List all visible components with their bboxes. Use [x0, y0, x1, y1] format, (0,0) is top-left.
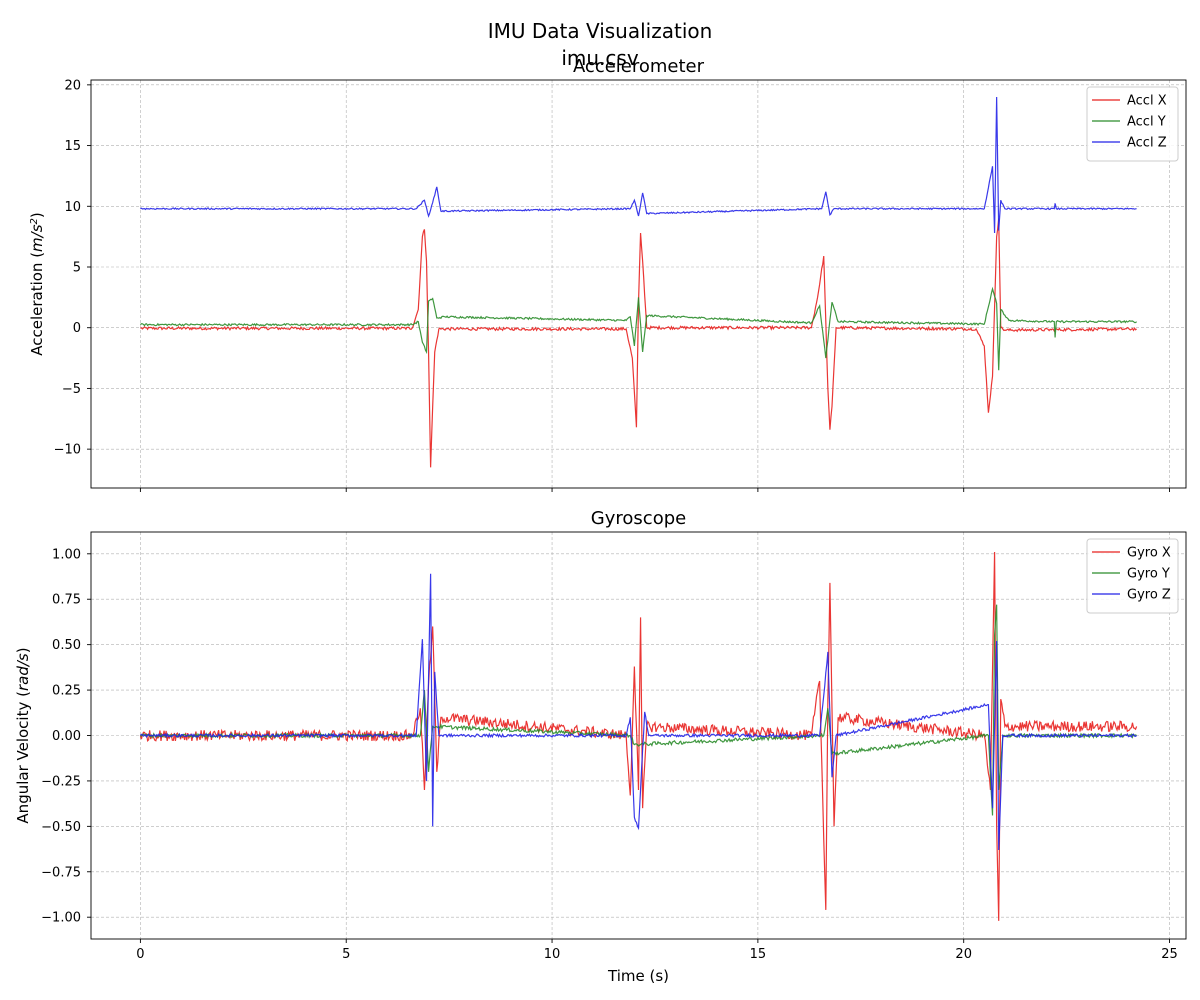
- y-tick-label: 0.25: [52, 684, 81, 699]
- y-tick-label: −0.25: [41, 774, 81, 789]
- y-axis-label: Angular Velocity (rad/s): [14, 647, 32, 823]
- y-tick-label: 0.00: [52, 729, 81, 744]
- axes-frame: [90, 79, 1187, 489]
- y-tick-label: 0: [73, 321, 81, 336]
- legend-label: Accl Y: [1127, 115, 1166, 130]
- series-line-gyro-z: [139, 573, 1137, 850]
- x-tick-label: 10: [544, 947, 561, 962]
- x-tick-label: 5: [342, 947, 350, 962]
- legend-label: Gyro X: [1127, 546, 1171, 561]
- panel-accelerometer: Accelerometer −10 −5 0 5 10 15 20 Acceleration (…: [28, 56, 1187, 492]
- x-axis-label: Time (s): [607, 967, 669, 985]
- y-tick-label: −10: [54, 443, 81, 458]
- figure-title: IMU Data Visualization: [488, 19, 713, 43]
- x-tick-label: 20: [955, 947, 972, 962]
- legend-label: Accl X: [1127, 94, 1167, 109]
- y-tick-label: 0.75: [52, 593, 81, 608]
- y-tick-label: 5: [73, 261, 81, 276]
- legend-label: Gyro Y: [1127, 567, 1170, 582]
- panel-title: Accelerometer: [573, 56, 705, 77]
- y-tick-label: 1.00: [52, 547, 81, 562]
- y-tick-label: −0.50: [41, 820, 81, 835]
- y-tick-label: 20: [64, 78, 81, 93]
- x-tick-label: 0: [136, 947, 144, 962]
- legend-label: Gyro Z: [1127, 588, 1171, 603]
- x-tick-label: 15: [750, 947, 767, 962]
- legend: Gyro X Gyro Y Gyro Z: [1086, 538, 1179, 614]
- y-axis-label: Acceleration (m/s2): [28, 212, 46, 356]
- series-line-gyro-x: [139, 551, 1138, 921]
- y-tick-label: 10: [64, 200, 81, 215]
- figure-subtitle: imu.csv: [561, 46, 638, 70]
- y-tick-label: −5: [62, 382, 81, 397]
- y-tick-label: 15: [64, 139, 81, 154]
- legend-label: Accl Z: [1127, 136, 1167, 151]
- y-tick-label: −1.00: [41, 911, 81, 926]
- panel-title: Gyroscope: [591, 508, 686, 529]
- x-tick-label: 25: [1161, 947, 1178, 962]
- y-tick-label: −0.75: [41, 865, 81, 880]
- series-line-accl-y: [140, 286, 1138, 371]
- series-line-accl-z: [140, 96, 1137, 234]
- panel-gyroscope: Gyroscope 0 5 10 15 20 25 −1.00 −0.75 −0.50 −0.25 0…: [14, 508, 1187, 985]
- y-tick-label: 0.50: [52, 638, 81, 653]
- legend: Accl X Accl Y Accl Z: [1086, 86, 1179, 162]
